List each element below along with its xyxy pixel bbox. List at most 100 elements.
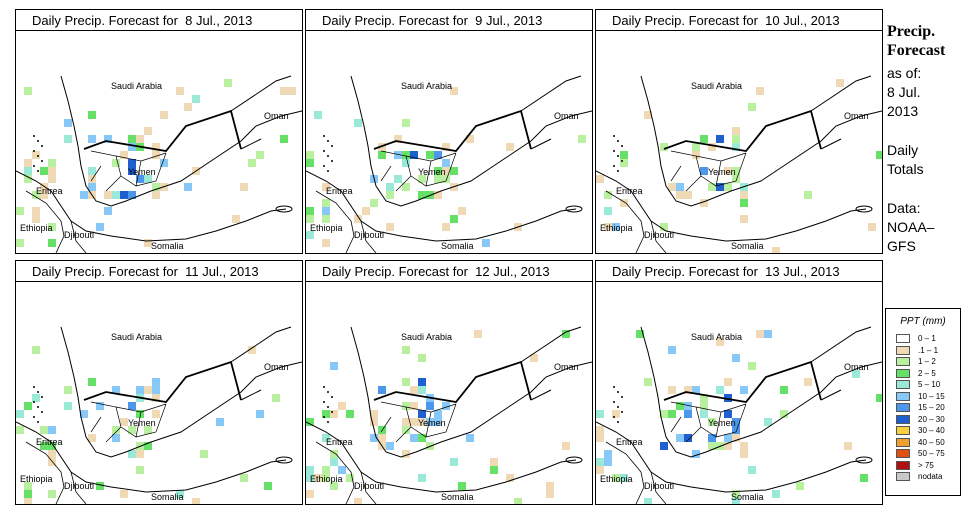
island-dot: [331, 160, 333, 162]
island-dot: [617, 140, 619, 142]
as-of-label: as of:: [887, 65, 922, 81]
africa-coastline: [596, 170, 867, 242]
legend-item: 50 – 75: [896, 448, 960, 460]
panel-title: Daily Precip. Forecast for 8 Jul., 2013: [15, 9, 303, 31]
precip-cell: [330, 458, 338, 466]
map-label-oman: Oman: [844, 111, 869, 121]
data-source: Data: NOAA– GFS: [887, 199, 967, 256]
precip-cell: [338, 466, 346, 474]
precip-cell: [596, 466, 604, 474]
legend-item: 40 – 50: [896, 437, 960, 449]
precip-cell: [88, 167, 96, 175]
precip-cell: [378, 434, 386, 442]
map-svg: Saudi Arabia Oman Yemen Eritrea Ethiopia Djib…: [16, 326, 302, 504]
precip-cell: [16, 426, 24, 434]
precip-cell: [860, 474, 868, 482]
africa-borders: [605, 190, 667, 253]
precip-cell: [120, 418, 128, 426]
precip-cell: [394, 175, 402, 183]
precip-cell: [338, 402, 346, 410]
precip-cell: [104, 191, 112, 199]
precip-cell: [378, 386, 386, 394]
legend-item: 1 – 2: [896, 356, 960, 368]
precip-cell: [248, 159, 256, 167]
island-dot: [323, 401, 325, 403]
precip-cell: [346, 410, 354, 418]
island-dot: [33, 401, 35, 403]
precip-cell: [322, 183, 330, 191]
legend-label: 20 – 30: [918, 414, 945, 424]
map-label-djibouti: Djibouti: [644, 230, 674, 240]
map-label-ethiopia: Ethiopia: [20, 223, 53, 233]
forecast-map: Saudi Arabia Oman Yemen Eritrea Ethiopia Djib…: [305, 281, 593, 505]
precip-cell: [724, 167, 732, 175]
precip-cell: [330, 482, 338, 490]
legend-label: 15 – 20: [918, 403, 945, 413]
precip-cell: [442, 402, 450, 410]
island-dot: [613, 401, 615, 403]
precip-cell: [458, 482, 466, 490]
precip-cell: [128, 402, 136, 410]
legend-label: .1 – 1: [918, 345, 939, 355]
precip-cell: [708, 442, 716, 450]
precip-cell: [490, 458, 498, 466]
precip-cell: [32, 346, 40, 354]
africa-coastline: [596, 421, 867, 493]
precip-cell: [240, 474, 248, 482]
data-line: Data:: [887, 200, 921, 216]
legend-swatch: [896, 426, 910, 436]
panel-title: Daily Precip. Forecast for 11 Jul., 2013: [15, 260, 303, 282]
africa-coastline: [306, 421, 577, 493]
legend-item: 15 – 20: [896, 402, 960, 414]
island-dot: [613, 135, 615, 137]
precip-cell: [330, 362, 338, 370]
precip-cell: [386, 183, 394, 191]
precip-cell: [152, 386, 160, 394]
socotra-island: [275, 456, 293, 464]
legend-item: 30 – 40: [896, 425, 960, 437]
precip-cell: [306, 418, 314, 426]
precip-cell: [272, 394, 280, 402]
precip-cell: [48, 490, 56, 498]
precip-cell: [48, 159, 56, 167]
precip-cell: [24, 159, 32, 167]
precip-cell: [160, 111, 168, 119]
borders: [16, 326, 302, 504]
as-of-date: as of: 8 Jul. 2013: [887, 64, 967, 121]
legend-item: .1 – 1: [896, 345, 960, 357]
precip-cell: [434, 151, 442, 159]
precip-cell: [370, 418, 378, 426]
island-dot: [41, 145, 43, 147]
precip-cell: [692, 386, 700, 394]
map-label-ethiopia: Ethiopia: [20, 474, 53, 484]
precip-cell: [144, 127, 152, 135]
island-dot: [33, 416, 35, 418]
precip-cell: [280, 135, 288, 143]
map-label-saudi-arabia: Saudi Arabia: [401, 332, 452, 342]
map-svg: Saudi Arabia Oman Yemen Eritrea Ethiopia Djib…: [306, 326, 592, 504]
precip-cell: [80, 191, 88, 199]
precip-cells: [16, 346, 280, 504]
precip-cell: [136, 450, 144, 458]
map-label-yemen: Yemen: [418, 418, 446, 428]
precip-cell: [724, 442, 732, 450]
map-label-eritrea: Eritrea: [616, 186, 643, 196]
borders: [306, 326, 592, 504]
panel-title: Daily Precip. Forecast for 10 Jul., 2013: [595, 9, 883, 31]
legend-swatch: [896, 414, 910, 424]
forecast-panel-2: Daily Precip. Forecast for 9 Jul., 2013 …: [305, 9, 595, 254]
precip-cell: [144, 442, 152, 450]
borders: [16, 75, 302, 253]
precip-cell: [692, 450, 700, 458]
map-label-somalia: Somalia: [731, 492, 764, 502]
precip-cell: [612, 223, 620, 231]
precip-cell: [410, 151, 418, 159]
precip-cell: [370, 434, 378, 442]
map-label-oman: Oman: [554, 362, 579, 372]
precip-cell: [354, 498, 362, 504]
map-svg: Saudi Arabia Oman Yemen Eritrea Ethiopia Djib…: [596, 326, 882, 504]
island-dot: [41, 396, 43, 398]
forecast-panel-4: Daily Precip. Forecast for 11 Jul., 2013…: [15, 260, 305, 505]
precip-cell: [700, 167, 708, 175]
precip-cell: [184, 183, 192, 191]
